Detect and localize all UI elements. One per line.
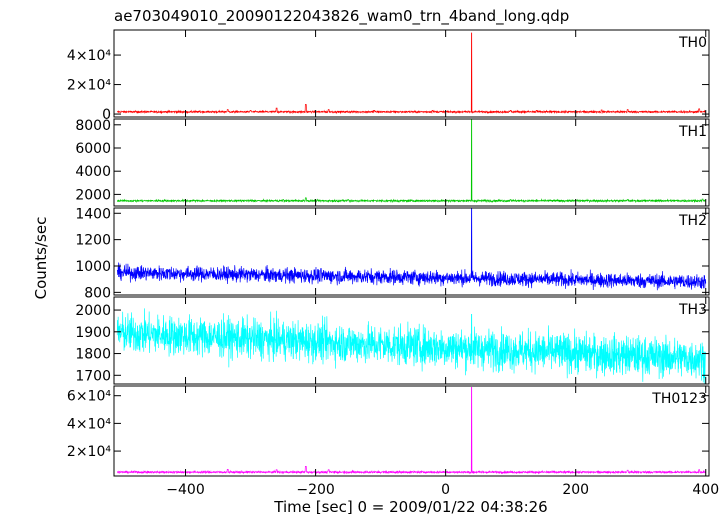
x-tick-label: −400 xyxy=(166,482,204,498)
y-tick-label: 4000 xyxy=(75,164,111,180)
y-tick-label: 4×10⁴ xyxy=(67,48,111,64)
series-line-th2 xyxy=(116,207,707,291)
y-axis-label: Counts/sec xyxy=(32,217,50,300)
y-tick-label: 8000 xyxy=(75,118,111,134)
y-tick-label: 2000 xyxy=(75,303,111,319)
series-line-th0123 xyxy=(116,387,706,475)
panel-label-th3: TH3 xyxy=(678,302,707,318)
x-tick-label: 0 xyxy=(441,482,450,498)
panels: 0 2×10⁴ 4×10⁴ TH0 2000 4000 6000 8000 TH1 800 1000… xyxy=(67,29,710,477)
panel-th1: 2000 4000 6000 8000 TH1 xyxy=(75,118,710,207)
x-tick-label: 200 xyxy=(562,482,589,498)
panel-th2: 800 1000 1200 1400 TH2 xyxy=(75,206,710,301)
panel-th0: 0 2×10⁴ 4×10⁴ TH0 xyxy=(67,29,710,123)
panel-frame xyxy=(113,29,710,118)
series-line-th0 xyxy=(117,32,707,115)
chart-title: ae703049010_20090122043826_wam0_trn_4ban… xyxy=(114,7,569,26)
panel-th0123: 2×10⁴ 4×10⁴ 6×10⁴ TH0123 xyxy=(67,385,710,477)
x-tick-label: 400 xyxy=(692,482,719,498)
y-tick-label: 2000 xyxy=(75,187,111,203)
y-tick-label: 1700 xyxy=(75,368,111,384)
y-tick-label: 2×10⁴ xyxy=(67,78,111,94)
x-tick-label: −200 xyxy=(296,482,334,498)
x-axis: −400 −200 0 200 400 xyxy=(166,482,719,498)
panel-frame xyxy=(113,207,710,296)
y-tick-label: 0 xyxy=(102,107,111,123)
panel-label-th1: TH1 xyxy=(678,124,707,140)
y-tick-label: 1800 xyxy=(75,347,111,363)
y-tick-label: 1900 xyxy=(75,325,111,341)
x-axis-label: Time [sec] 0 = 2009/01/22 04:38:26 xyxy=(273,498,547,516)
y-tick-label: 1400 xyxy=(75,206,111,222)
panel-label-th2: TH2 xyxy=(678,213,707,229)
series-line-th1 xyxy=(116,118,707,204)
panel-frame xyxy=(113,385,710,477)
y-tick-label: 6000 xyxy=(75,141,111,157)
y-tick-label: 1200 xyxy=(75,233,111,249)
y-tick-label: 2×10⁴ xyxy=(67,444,111,460)
series-line-th3 xyxy=(116,308,707,385)
y-tick-label: 6×10⁴ xyxy=(67,389,111,405)
y-tick-label: 1000 xyxy=(75,259,111,275)
y-tick-label: 800 xyxy=(84,285,111,301)
panel-frame xyxy=(113,296,710,385)
panel-th3: 1700 1800 1900 2000 TH3 xyxy=(75,296,710,385)
panel-label-th0123: TH0123 xyxy=(651,391,707,407)
panel-frame xyxy=(113,118,710,207)
y-tick-label: 4×10⁴ xyxy=(67,416,111,432)
panel-label-th0: TH0 xyxy=(678,35,707,51)
